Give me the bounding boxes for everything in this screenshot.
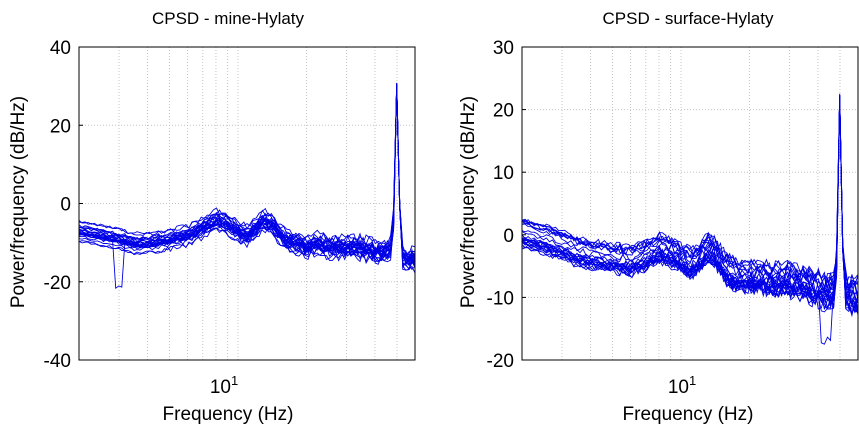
series-line (78, 86, 416, 274)
grid (79, 47, 415, 360)
series-line (78, 88, 416, 263)
series-line (78, 83, 416, 258)
series-line (521, 96, 859, 304)
chart-title: CPSD - mine-Hylaty (152, 9, 305, 28)
series-line (78, 87, 416, 270)
y-tick-label: 20 (50, 116, 71, 137)
y-tick-label: 30 (493, 38, 514, 59)
series-line (78, 84, 416, 264)
y-tick-label: 20 (493, 101, 514, 122)
series-line (78, 83, 416, 266)
grid (522, 47, 858, 360)
y-tick-labels: -40 -20 0 20 40 (44, 38, 83, 372)
series-line (521, 96, 859, 345)
y-tick-labels: -20 -10 0 10 20 30 (487, 38, 526, 372)
series-line (521, 95, 859, 318)
y-tick-label: 0 (60, 195, 71, 216)
y-tick-label: -40 (44, 351, 71, 372)
chart-panel-mine: CPSD - mine-Hylaty Frequency (Hz) Power/… (8, 9, 416, 425)
y-tick-label: -20 (487, 351, 514, 372)
series-line (521, 101, 859, 316)
series-line (521, 97, 859, 291)
y-tick-label: 40 (50, 38, 71, 59)
chart-panel-surface: CPSD - surface-Hylaty Frequency (Hz) Pow… (458, 9, 859, 425)
series-line (521, 102, 859, 298)
x-axis-label: Frequency (Hz) (623, 404, 754, 425)
y-axis-label: Power/frequency (dB/Hz) (8, 96, 29, 308)
plot-frame (521, 46, 859, 361)
y-tick-label: -20 (44, 273, 71, 294)
x-tick-label: 101 (210, 373, 238, 398)
series-line (78, 86, 416, 257)
y-tick-label: 0 (503, 226, 514, 247)
y-tick-label: 10 (493, 163, 514, 184)
series-line (521, 100, 859, 296)
x-tick-label: 101 (668, 373, 696, 398)
series-traces (78, 82, 416, 290)
y-axis-label: Power/frequency (dB/Hz) (458, 96, 479, 308)
chart-title: CPSD - surface-Hylaty (603, 9, 774, 28)
series-traces (521, 93, 859, 345)
x-axis-label: Frequency (Hz) (163, 404, 294, 425)
series-line (521, 93, 859, 314)
series-line (78, 84, 416, 271)
series-line (521, 96, 859, 305)
y-tick-label: -10 (487, 288, 514, 309)
